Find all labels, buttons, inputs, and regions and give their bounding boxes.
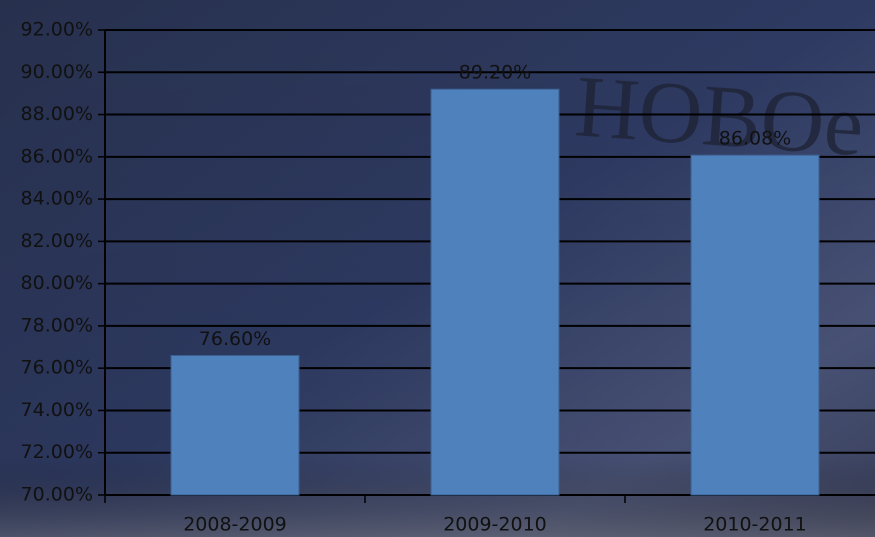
- chart: НОВОе В З 70.00%72.00%74.00%76.00%78.00%…: [0, 0, 875, 537]
- x-tick-label: 2009-2010: [443, 514, 547, 536]
- y-tick-label: 78.00%: [21, 314, 93, 336]
- data-label: 76.60%: [199, 328, 271, 350]
- bar: [171, 356, 299, 496]
- y-tick-label: 86.00%: [21, 145, 93, 167]
- bar: [431, 89, 559, 495]
- y-tick-label: 72.00%: [21, 441, 93, 463]
- y-tick-label: 90.00%: [21, 61, 93, 83]
- y-tick-label: 82.00%: [21, 230, 93, 252]
- data-label: 89.20%: [459, 62, 531, 84]
- y-tick-label: 76.00%: [21, 357, 93, 379]
- y-tick-label: 92.00%: [21, 19, 93, 41]
- bar: [691, 155, 819, 495]
- y-tick-label: 80.00%: [21, 272, 93, 294]
- y-tick-label: 88.00%: [21, 103, 93, 125]
- x-tick-label: 2008-2009: [183, 514, 287, 536]
- y-tick-label: 74.00%: [21, 399, 93, 421]
- x-tick-label: 2010-2011: [703, 514, 807, 536]
- y-tick-label: 70.00%: [21, 484, 93, 506]
- y-tick-label: 84.00%: [21, 188, 93, 210]
- data-label: 86.08%: [719, 128, 791, 150]
